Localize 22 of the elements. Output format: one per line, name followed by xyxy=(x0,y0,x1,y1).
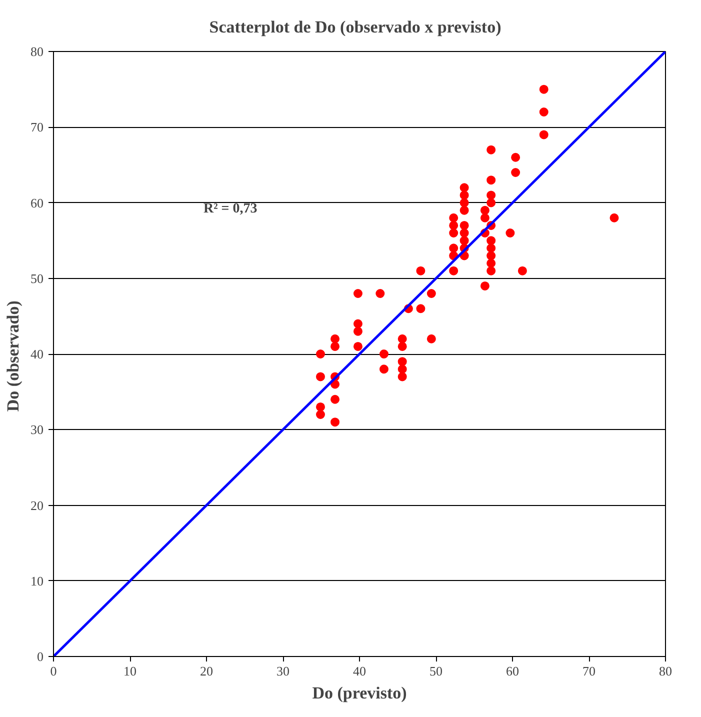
y-tick-label: 60 xyxy=(30,195,44,210)
y-tick-label: 80 xyxy=(30,44,44,59)
x-tick-label: 10 xyxy=(124,664,136,678)
x-tick-label: 70 xyxy=(582,664,596,678)
y-tick-label: 30 xyxy=(30,422,44,438)
chart-title: Scatterplot de Do (observado x previsto) xyxy=(209,18,502,36)
x-tick-label: 20 xyxy=(200,664,213,678)
y-tick-label: 50 xyxy=(30,270,44,286)
y-tick-label: 20 xyxy=(30,498,44,513)
y-axis-title: Do (observado) xyxy=(4,300,22,412)
x-tick-label: 80 xyxy=(659,664,672,678)
x-tick-label: 50 xyxy=(430,664,442,678)
x-tick-label: 40 xyxy=(353,664,366,678)
annotation: R² = 0,73 xyxy=(204,202,258,216)
y-tick-label: 70 xyxy=(30,120,44,135)
x-axis-title: Do (previsto) xyxy=(312,684,407,702)
x-tick-label: 60 xyxy=(506,664,519,678)
y-tick-label: 0 xyxy=(37,649,44,664)
x-tick-label: 30 xyxy=(276,664,290,678)
x-tick-label: 0 xyxy=(50,664,57,678)
y-tick-label: 10 xyxy=(30,573,44,588)
y-tick-label: 40 xyxy=(30,346,44,362)
